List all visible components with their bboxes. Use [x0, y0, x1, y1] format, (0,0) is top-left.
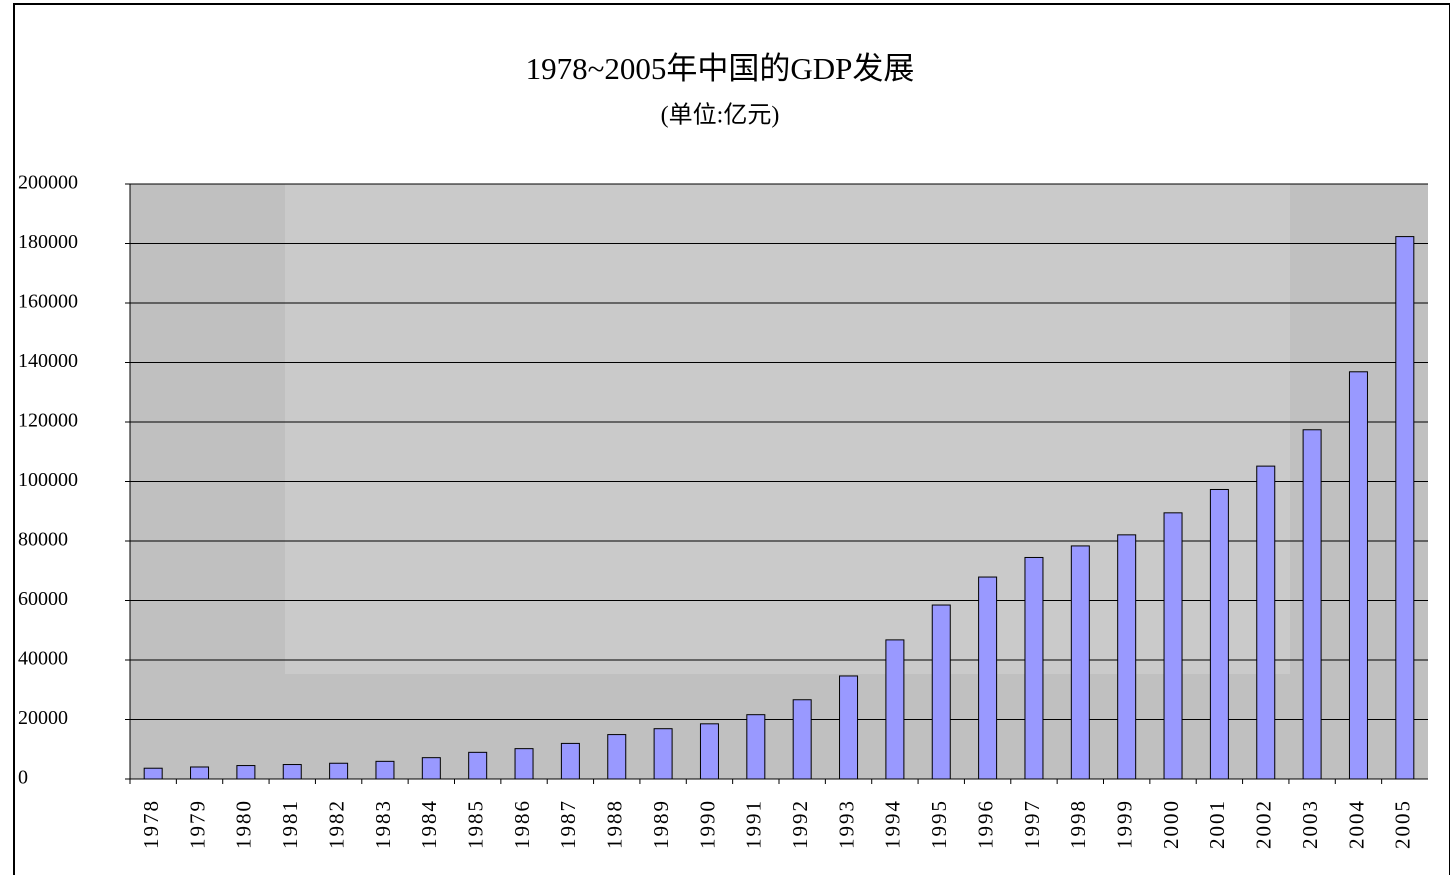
x-tick-label: 1981: [278, 799, 302, 849]
bar: [607, 734, 627, 780]
x-tick-label: 1999: [1112, 799, 1136, 849]
y-tick-label: 80000: [18, 529, 68, 551]
x-tick-label: 1993: [834, 799, 858, 849]
y-tick-label: 20000: [18, 707, 68, 729]
bar: [792, 699, 812, 780]
bar: [746, 714, 766, 780]
chart-subtitle: (单位:亿元): [661, 102, 780, 129]
x-tick-label: 1994: [881, 799, 905, 849]
bar: [1395, 236, 1415, 780]
x-tick-label: 1978: [139, 799, 163, 849]
y-tick-label: 120000: [18, 410, 78, 432]
bar: [931, 604, 951, 780]
y-tick-label: 140000: [18, 350, 78, 372]
x-tick-label: 1987: [556, 799, 580, 849]
bar: [1163, 512, 1183, 780]
y-tick-label: 160000: [18, 291, 78, 313]
bar: [1209, 488, 1229, 780]
x-tick-label: 1984: [417, 799, 441, 849]
bar: [329, 762, 349, 780]
x-tick-label: 1989: [649, 799, 673, 849]
x-tick-label: 1983: [371, 799, 395, 849]
x-tick-label: 2001: [1205, 799, 1229, 849]
x-tick-label: 1979: [185, 799, 209, 849]
bar: [653, 728, 673, 780]
x-tick-label: 1995: [927, 799, 951, 849]
x-tick-label: 1980: [232, 799, 256, 849]
x-tick-label: 1998: [1066, 799, 1090, 849]
x-tick-label: 1985: [463, 799, 487, 849]
bar: [421, 757, 441, 780]
bar: [978, 576, 998, 780]
bar: [143, 767, 163, 780]
bar: [1070, 545, 1090, 780]
bar: [885, 639, 905, 780]
x-tick-label: 2005: [1391, 799, 1415, 849]
x-tick-label: 1990: [695, 799, 719, 849]
x-tick-label: 2002: [1252, 799, 1276, 849]
y-tick-label: 180000: [18, 231, 78, 253]
bar: [375, 760, 395, 780]
y-tick-label: 200000: [18, 172, 78, 194]
bar: [1117, 534, 1137, 780]
y-tick-label: 60000: [18, 588, 68, 610]
x-tick-label: 1997: [1020, 799, 1044, 849]
x-tick-label: 1991: [742, 799, 766, 849]
x-tick-label: 1996: [973, 799, 997, 849]
x-tick-label: 1986: [510, 799, 534, 849]
bar: [190, 766, 210, 780]
bar: [839, 675, 859, 780]
x-tick-label: 1982: [324, 799, 348, 849]
bar: [1024, 556, 1044, 780]
bar: [282, 764, 302, 780]
bar: [1348, 371, 1368, 780]
chart-title: 1978~2005年中国的GDP发展: [526, 51, 915, 86]
x-tick-label: 1988: [603, 799, 627, 849]
bar: [1256, 465, 1276, 780]
bar: [236, 765, 256, 780]
x-tick-label: 2004: [1344, 799, 1368, 849]
bar: [560, 742, 580, 780]
bar: [468, 751, 488, 780]
bar: [514, 748, 534, 780]
bar: [1302, 429, 1322, 780]
x-tick-label: 2003: [1298, 799, 1322, 849]
y-tick-label: 100000: [18, 469, 78, 491]
x-tick-label: 1992: [788, 799, 812, 849]
bar: [699, 723, 719, 780]
y-tick-label: 0: [18, 767, 28, 789]
x-tick-label: 2000: [1159, 799, 1183, 849]
y-tick-label: 40000: [18, 648, 68, 670]
